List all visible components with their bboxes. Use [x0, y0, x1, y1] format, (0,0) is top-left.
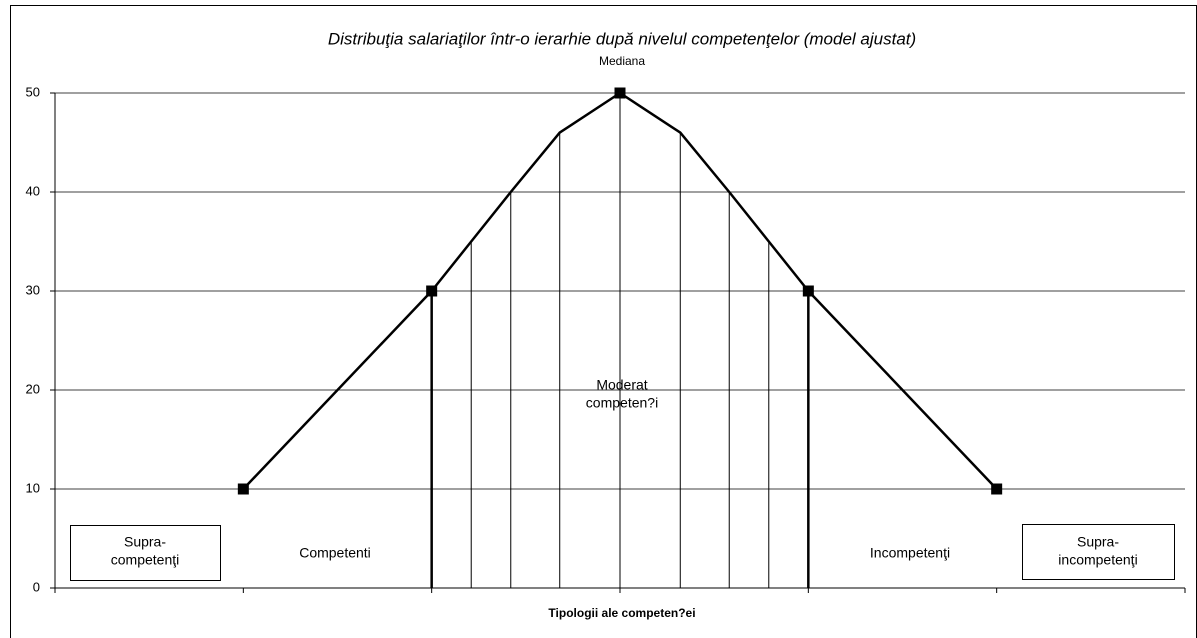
annotation: Moderat — [596, 377, 647, 393]
y-tick-label: 30 — [26, 282, 40, 297]
annotation: Mediana — [599, 54, 645, 68]
point-marker — [426, 285, 438, 297]
annotation: Supra- — [1077, 534, 1119, 550]
annotation-box — [1022, 524, 1175, 580]
annotation: Competenti — [299, 545, 371, 561]
y-tick-label: 20 — [26, 381, 40, 396]
point-marker — [614, 87, 626, 99]
point-marker — [991, 483, 1003, 495]
y-tick-label: 0 — [33, 579, 40, 594]
annotation-box — [70, 525, 221, 581]
y-tick-label: 50 — [26, 84, 40, 99]
y-tick-label: 10 — [26, 480, 40, 495]
chart-title: Distribuţia salariaţilor într-o ierarhie… — [328, 29, 916, 48]
annotation: Supra- — [124, 534, 166, 550]
annotation: competenţi — [111, 552, 179, 568]
x-axis-label: Tipologii ale competen?ei — [548, 606, 695, 620]
y-tick-label: 40 — [26, 183, 40, 198]
annotation: incompetenţi — [1058, 552, 1137, 568]
annotation: competen?i — [586, 395, 658, 411]
annotation: Incompetenţi — [870, 545, 950, 561]
point-marker — [237, 483, 249, 495]
point-marker — [802, 285, 814, 297]
